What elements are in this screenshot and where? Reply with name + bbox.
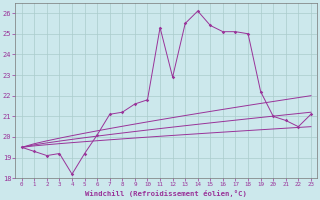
X-axis label: Windchill (Refroidissement éolien,°C): Windchill (Refroidissement éolien,°C)	[85, 190, 247, 197]
